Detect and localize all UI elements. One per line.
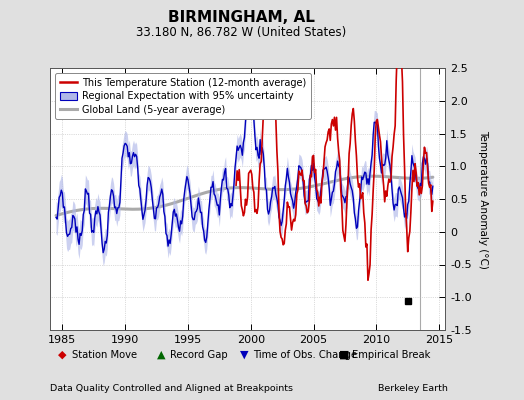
Text: ▲: ▲	[157, 350, 165, 360]
Text: Data Quality Controlled and Aligned at Breakpoints: Data Quality Controlled and Aligned at B…	[50, 384, 293, 393]
Text: Time of Obs. Change: Time of Obs. Change	[254, 350, 358, 360]
Text: ▼: ▼	[239, 350, 248, 360]
Text: BIRMINGHAM, AL: BIRMINGHAM, AL	[168, 10, 314, 25]
Legend: This Temperature Station (12-month average), Regional Expectation with 95% uncer: This Temperature Station (12-month avera…	[54, 73, 311, 119]
Text: ◆: ◆	[58, 350, 66, 360]
Text: Berkeley Earth: Berkeley Earth	[378, 384, 448, 393]
Text: 33.180 N, 86.782 W (United States): 33.180 N, 86.782 W (United States)	[136, 26, 346, 39]
Text: Empirical Break: Empirical Break	[353, 350, 431, 360]
Text: ■: ■	[339, 350, 349, 360]
Y-axis label: Temperature Anomaly (°C): Temperature Anomaly (°C)	[478, 130, 488, 268]
Text: Record Gap: Record Gap	[170, 350, 228, 360]
Text: Station Move: Station Move	[72, 350, 137, 360]
